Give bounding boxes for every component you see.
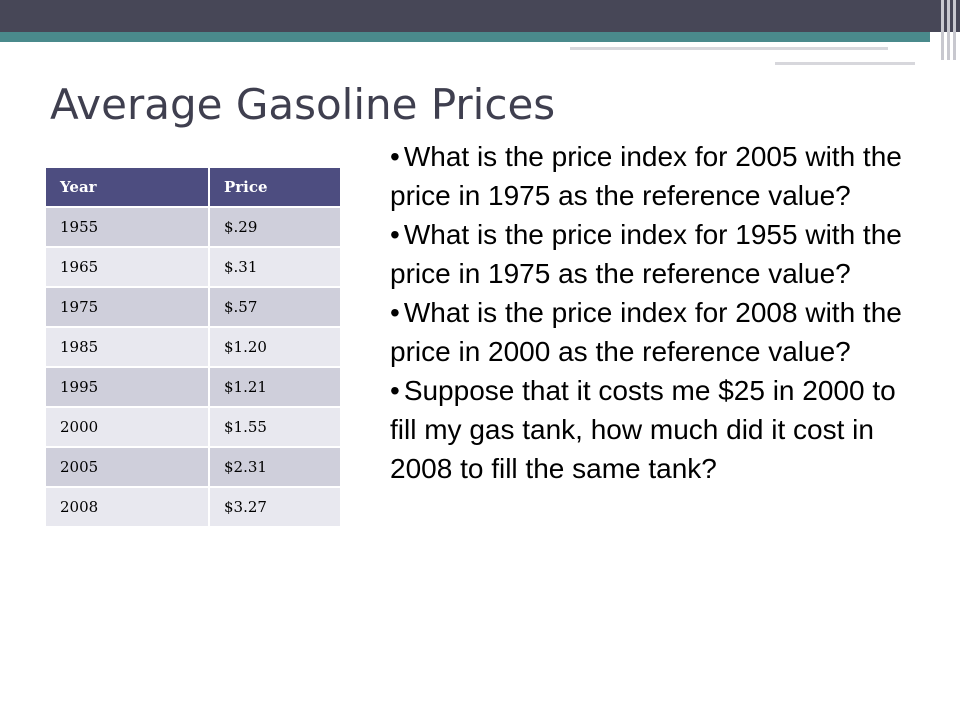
question-item: • What is the price index for 1955 with t…: [390, 215, 910, 293]
year-cell: 1995: [46, 367, 210, 408]
gas-price-table: Year Price 1955 $.29 1965 $.31 1975 $.57…: [46, 168, 342, 528]
price-cell: $1.20: [209, 327, 342, 368]
table-row: 1965 $.31: [46, 247, 342, 288]
year-cell: 1965: [46, 247, 210, 288]
question-item: • What is the price index for 2008 with t…: [390, 293, 910, 371]
year-cell: 1975: [46, 287, 210, 328]
top-banner: [0, 0, 960, 32]
table-row: 2005 $2.31: [46, 447, 342, 488]
question-text: What is the price index for 1955 with th…: [390, 219, 902, 289]
question-list: • What is the price index for 2005 with t…: [390, 137, 910, 488]
top-accent-bar: [0, 32, 930, 42]
table-row: 1975 $.57: [46, 287, 342, 328]
table-header-row: Year Price: [46, 168, 342, 208]
bullet-icon: •: [390, 297, 400, 328]
price-cell: $.57: [209, 287, 342, 328]
price-cell: $1.21: [209, 367, 342, 408]
bullet-icon: •: [390, 219, 400, 250]
column-header-year: Year: [46, 168, 210, 208]
bullet-icon: •: [390, 375, 400, 406]
price-cell: $3.27: [209, 487, 342, 528]
year-cell: 1985: [46, 327, 210, 368]
question-text: Suppose that it costs me $25 in 2000 to …: [390, 375, 896, 484]
question-item: • What is the price index for 2005 with t…: [390, 137, 910, 215]
table-row: 2008 $3.27: [46, 487, 342, 528]
column-header-price: Price: [209, 168, 342, 208]
decorative-stripe: [775, 62, 915, 65]
year-cell: 2000: [46, 407, 210, 448]
price-cell: $.29: [209, 207, 342, 248]
bullet-icon: •: [390, 141, 400, 172]
year-cell: 2008: [46, 487, 210, 528]
question-item: • Suppose that it costs me $25 in 2000 to…: [390, 371, 910, 488]
price-cell: $.31: [209, 247, 342, 288]
table-row: 1955 $.29: [46, 207, 342, 248]
decorative-vertical-lines: [930, 0, 960, 60]
decorative-stripe: [570, 47, 888, 50]
slide-title: Average Gasoline Prices: [50, 80, 556, 129]
price-cell: $1.55: [209, 407, 342, 448]
table-row: 1995 $1.21: [46, 367, 342, 408]
question-text: What is the price index for 2008 with th…: [390, 297, 902, 367]
price-cell: $2.31: [209, 447, 342, 488]
table-row: 2000 $1.55: [46, 407, 342, 448]
table-row: 1985 $1.20: [46, 327, 342, 368]
year-cell: 2005: [46, 447, 210, 488]
year-cell: 1955: [46, 207, 210, 248]
question-text: What is the price index for 2005 with th…: [390, 141, 902, 211]
